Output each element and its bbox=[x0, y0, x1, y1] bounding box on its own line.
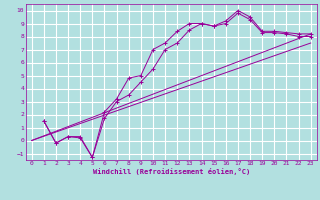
X-axis label: Windchill (Refroidissement éolien,°C): Windchill (Refroidissement éolien,°C) bbox=[92, 168, 250, 175]
